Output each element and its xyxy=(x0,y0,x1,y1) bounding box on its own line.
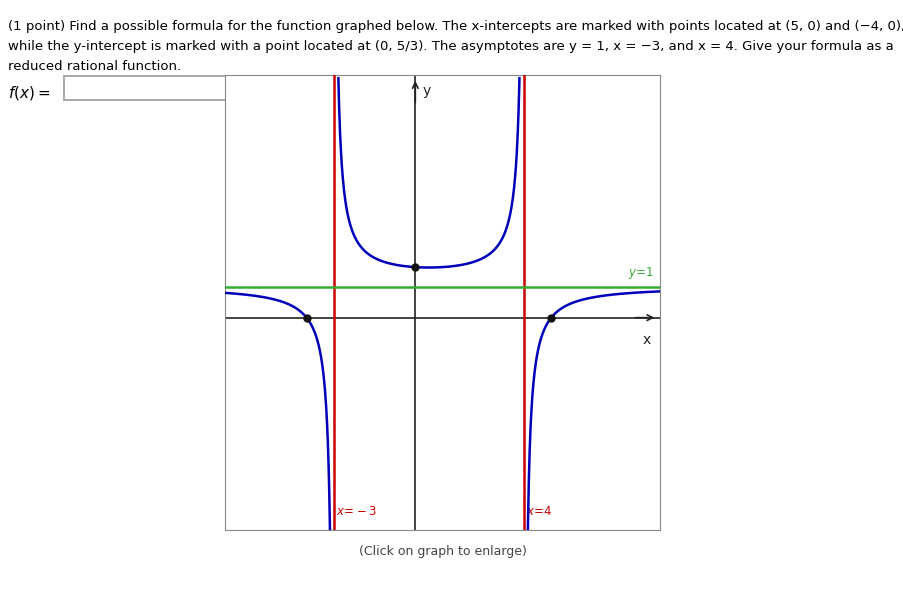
Text: reduced rational function.: reduced rational function. xyxy=(8,60,181,73)
Text: (1 point) Find a possible formula for the function graphed below. The x-intercep: (1 point) Find a possible formula for th… xyxy=(8,20,903,33)
Text: (Click on graph to enlarge): (Click on graph to enlarge) xyxy=(358,545,526,558)
Text: while the y-intercept is marked with a point located at (0, 5/3). The asymptotes: while the y-intercept is marked with a p… xyxy=(8,40,893,53)
Text: $x\!=\!-3$: $x\!=\!-3$ xyxy=(336,505,377,518)
Text: help (formulas): help (formulas) xyxy=(257,84,364,98)
Text: x: x xyxy=(641,333,650,347)
Text: $y\!=\!1$: $y\!=\!1$ xyxy=(628,266,654,282)
FancyBboxPatch shape xyxy=(64,76,251,100)
Text: $x\!=\!4$: $x\!=\!4$ xyxy=(526,505,553,518)
Text: $f(x) =$: $f(x) =$ xyxy=(8,84,51,102)
Text: y: y xyxy=(422,84,430,98)
